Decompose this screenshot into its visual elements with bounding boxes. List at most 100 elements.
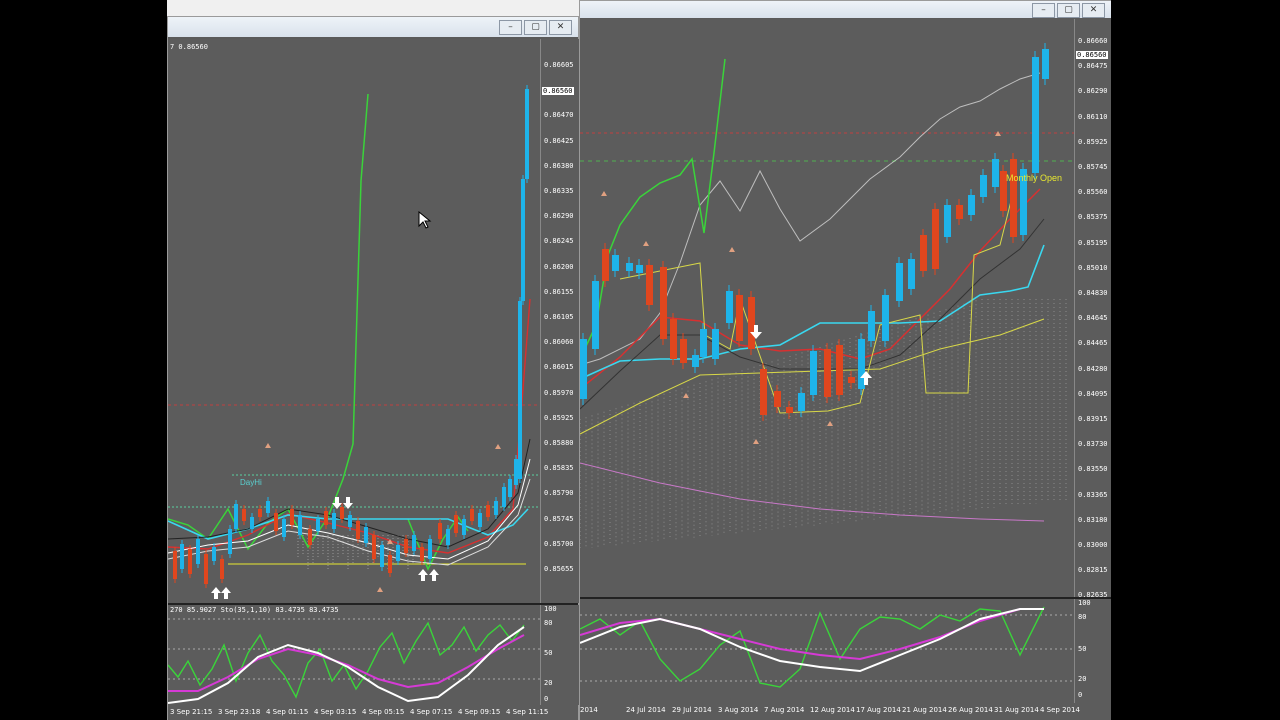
left-stochastic-panel[interactable]: 270 85.9027 Sto(35,1,10) 83.4735 83.4735 (168, 605, 540, 705)
price-axis-label: 0.85970 (544, 388, 574, 397)
trading-terminal: – ▢ ✕ 7 0.86560 DayHi 0.866050.865150.86… (167, 0, 1111, 720)
price-axis-label: 0.84645 (1078, 314, 1108, 323)
stoch-main-line (168, 626, 525, 704)
minimize-button[interactable]: – (499, 20, 522, 35)
price-axis-label: 0.86475 (1078, 62, 1108, 71)
fractal-arrow-icon (995, 131, 1001, 136)
candle-body (356, 521, 360, 539)
candle-body (438, 523, 442, 539)
time-axis-label: 26 Aug 2014 (948, 706, 993, 714)
close-button[interactable]: ✕ (549, 20, 572, 35)
time-axis-label: 3 Sep 23:18 (218, 708, 261, 716)
candle-body (486, 505, 490, 517)
candle-body (372, 535, 376, 559)
minimize-button[interactable]: – (1032, 3, 1055, 18)
time-axis-label: 29 Jul 2014 (672, 706, 712, 714)
candle-body (1000, 171, 1007, 211)
stoch-level-label: 100 (544, 605, 557, 613)
candle-body (242, 509, 246, 521)
stoch-header: 270 85.9027 Sto(35,1,10) 83.4735 83.4735 (170, 606, 339, 614)
stoch-level-label: 20 (1078, 675, 1087, 683)
right-price-chart[interactable]: Monthly Open (580, 19, 1074, 597)
signal-arrow-icon (221, 587, 231, 599)
candle-body (956, 205, 963, 219)
time-axis-label: 21 Aug 2014 (902, 706, 947, 714)
mouse-cursor-icon (418, 211, 432, 229)
price-axis-label: 0.86060 (544, 338, 574, 347)
stoch-level-label: 100 (1078, 599, 1091, 607)
price-axis-label: 0.85375 (1078, 213, 1108, 222)
right-chart-window: – ▢ ✕ Monthly Open 0.86660 0.86475 0.86290… (579, 0, 1111, 720)
candle-body (592, 281, 599, 349)
dayhi-label: DayHi (240, 478, 262, 487)
candle-body (212, 547, 216, 561)
candle-body (736, 295, 743, 341)
left-price-axis: 0.866050.865150.864700.864250.863800.863… (540, 39, 579, 603)
candle-body (196, 539, 200, 564)
maximize-button[interactable]: ▢ (1057, 3, 1080, 18)
price-axis-label: 0.86380 (544, 161, 574, 170)
price-axis-label: 0.84465 (1078, 339, 1108, 348)
candle-body (968, 195, 975, 215)
candle-body (332, 513, 336, 529)
candle-body (726, 291, 733, 323)
price-axis-label: 0.86290 (1078, 87, 1108, 96)
price-axis-label: 0.83730 (1078, 440, 1108, 449)
candle-body (446, 529, 450, 545)
candle-body (580, 339, 587, 399)
candle-body (626, 263, 633, 271)
candle-body (920, 235, 927, 271)
candle-body (700, 329, 707, 357)
close-button[interactable]: ✕ (1082, 3, 1105, 18)
right-price-axis: 0.86660 0.86475 0.86290 0.86110 0.85925 0.857… (1074, 19, 1111, 599)
candle-body (882, 295, 889, 341)
red-moving-average (168, 298, 531, 554)
left-chart-window: – ▢ ✕ 7 0.86560 DayHi 0.866050.865150.86… (167, 16, 579, 720)
time-axis-label: 2014 (580, 706, 598, 714)
current-price-box: 0.86560 (542, 87, 574, 95)
candle-body (712, 329, 719, 359)
candle-body (858, 339, 865, 389)
fractal-arrow-icon (643, 241, 649, 246)
price-axis-label: 0.86470 (544, 111, 574, 120)
candle-body (290, 509, 294, 525)
signal-arrow-icon (211, 587, 221, 599)
candle-body (404, 539, 408, 553)
stoch-main-line (580, 608, 1044, 673)
price-axis-label: 0.86110 (1078, 112, 1108, 121)
signal-arrow-icon (750, 325, 762, 339)
candle-body (774, 391, 781, 407)
candle-body (660, 267, 667, 339)
price-axis-label: 0.86015 (544, 363, 574, 372)
candle-body (992, 159, 999, 187)
candle-body (896, 263, 903, 301)
price-axis-label: 0.86425 (544, 136, 574, 145)
candle-body (173, 551, 177, 579)
candle-body (908, 259, 915, 289)
candle-body (220, 559, 224, 579)
right-time-axis: 2014 24 Jul 2014 29 Jul 2014 3 Aug 2014 7 Au… (580, 703, 1111, 720)
left-window-titlebar[interactable]: – ▢ ✕ (168, 17, 578, 37)
right-stochastic-panel[interactable] (580, 599, 1074, 703)
price-axis-label: 0.85790 (544, 489, 574, 498)
candle-body (364, 527, 368, 543)
candle-body (680, 339, 687, 363)
right-window-titlebar[interactable]: – ▢ ✕ (580, 1, 1111, 18)
sma200-line (580, 462, 1045, 522)
maximize-button[interactable]: ▢ (524, 20, 547, 35)
fractal-arrow-icon (729, 247, 735, 252)
candle-body (234, 504, 238, 529)
candle-body (848, 377, 855, 383)
price-axis-label: 0.82815 (1078, 566, 1108, 575)
time-axis-label: 4 Sep 09:15 (458, 708, 501, 716)
left-price-chart[interactable]: 7 0.86560 DayHi (168, 39, 540, 603)
candle-body (1042, 49, 1049, 79)
candle-body (308, 529, 312, 545)
candle-body (462, 519, 466, 535)
candle-body (298, 515, 302, 535)
price-axis-label: 0.85560 (1078, 188, 1108, 197)
green-indicator-line (168, 93, 369, 551)
candle-body (1010, 159, 1017, 237)
candle-body (258, 509, 262, 517)
left-candles-svg: DayHi (168, 85, 540, 599)
